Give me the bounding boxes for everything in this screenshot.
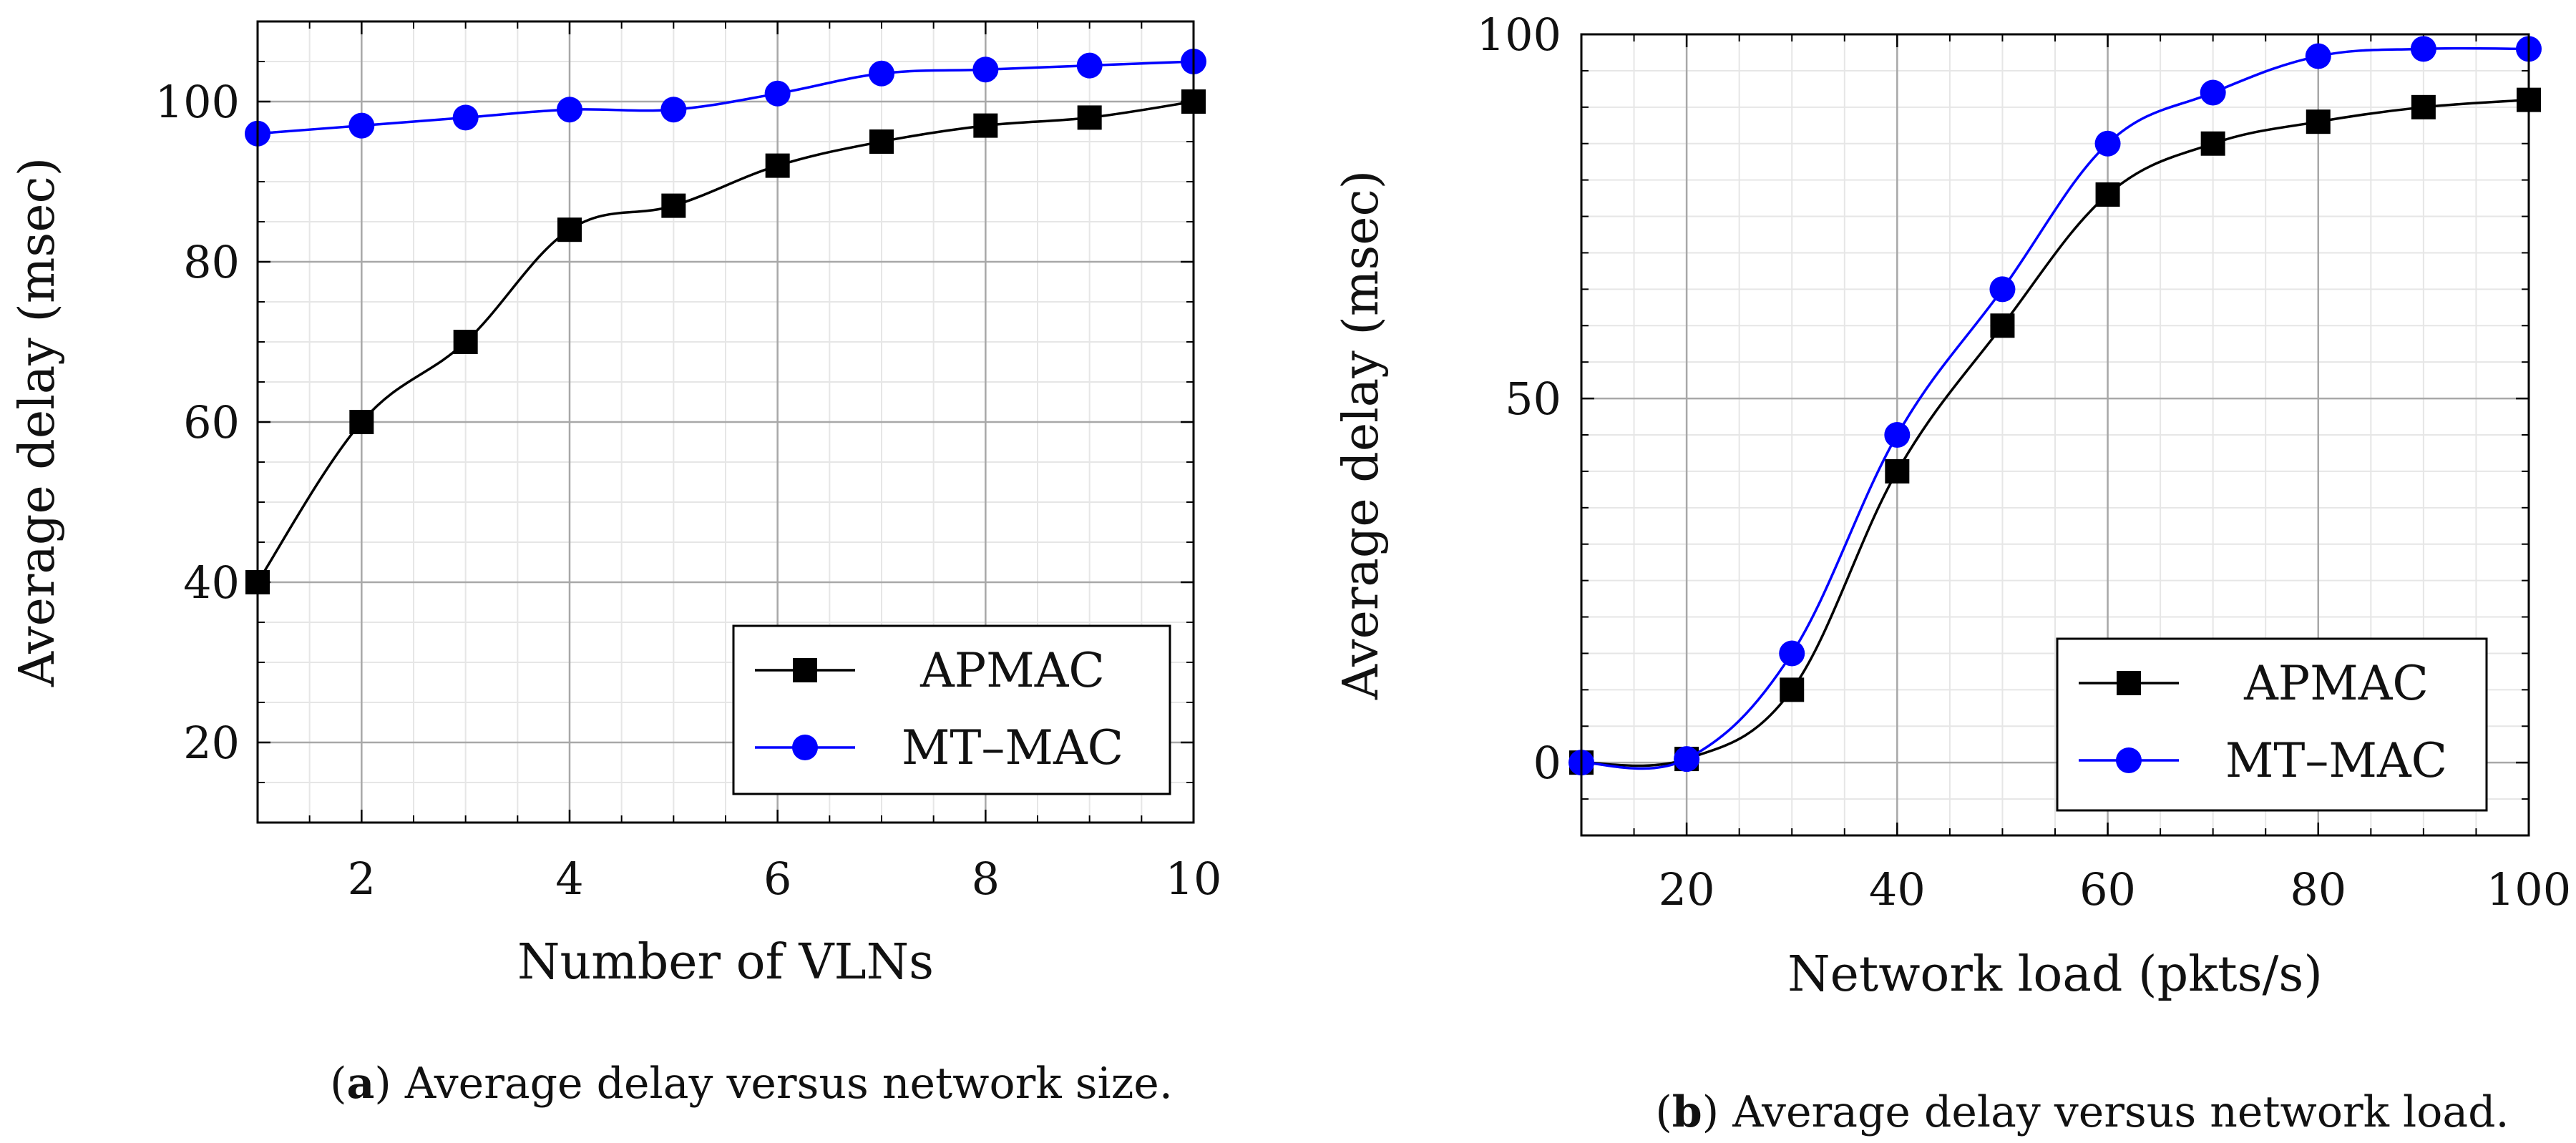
chart-a-axes-frame — [256, 20, 1195, 824]
chart-b-data-point — [1884, 422, 1911, 448]
chart-a-x-tick-label: 4 — [555, 853, 583, 905]
chart-a-data-point — [869, 60, 894, 87]
chart-a-data-point — [764, 80, 791, 107]
chart-a-series-apmac — [245, 89, 1206, 594]
chart-b-legend-entry: MT–MAC — [2079, 733, 2447, 788]
chart-a-data-point — [1076, 52, 1103, 79]
chart-a-x-tick-label: 8 — [972, 853, 1000, 905]
chart-a-y-tick-label: 100 — [155, 76, 240, 128]
chart-a-series-line — [256, 100, 1194, 583]
chart-a-data-point — [557, 97, 582, 123]
chart-b-x-tick-label: 80 — [2290, 863, 2346, 916]
chart-b-series-line — [1581, 46, 2529, 770]
chart-a-caption: (a) Average delay versus network size. — [330, 1059, 1173, 1109]
chart-a-data-point — [661, 193, 686, 218]
chart-b-legend-label: MT–MAC — [2225, 733, 2447, 788]
chart-b-legend: APMAC MT–MAC — [2056, 637, 2488, 812]
chart-b-y-tick-label: 0 — [1533, 737, 1561, 789]
chart-a-data-point — [972, 57, 999, 83]
chart-b-axes-frame — [1580, 33, 2530, 837]
chart-b-caption: (b) Average delay versus network load. — [1655, 1087, 2509, 1137]
chart-a-data-point — [973, 113, 998, 138]
chart-b-legend-box — [2056, 637, 2488, 812]
chart-b-legend-label: APMAC — [2243, 656, 2429, 711]
chart-b-x-tick-label: 20 — [1659, 863, 1715, 916]
chart-a-legend-marker — [793, 658, 817, 682]
chart-b-x-tick-label: 60 — [2079, 863, 2136, 916]
chart-a-data-point — [660, 97, 687, 123]
chart-b-y-tick-label: 100 — [1477, 9, 1561, 61]
chart-b-x-axis-label: Network load (pkts/s) — [1787, 946, 2323, 1003]
chart-b-data-point — [2200, 79, 2226, 106]
chart-b-data-point — [2095, 182, 2120, 207]
chart-a-data-point — [765, 153, 790, 178]
chart-a-data-point — [453, 330, 478, 354]
chart-b-data-point — [2200, 131, 2225, 156]
chart-b-data-point — [1780, 677, 1805, 702]
chart-a-y-tick-label: 60 — [183, 396, 240, 448]
chart-a-data-point — [869, 129, 894, 154]
chart-a-series-line — [257, 60, 1194, 135]
chart-b-data-point — [2094, 130, 2121, 157]
chart-b-legend-entry: APMAC — [2079, 656, 2429, 711]
chart-a-legend-marker — [792, 735, 818, 760]
chart-a-y-tick-label: 20 — [183, 717, 240, 769]
chart-a-x-tick-label: 10 — [1166, 853, 1222, 905]
chart-b-legend-marker — [2116, 747, 2142, 773]
chart-b-x-tick-label: 100 — [2487, 863, 2571, 916]
chart-a-series-mt-mac — [245, 49, 1206, 147]
chart-a-legend-label: MT–MAC — [902, 720, 1123, 775]
chart-b-x-tick-label: 40 — [1869, 863, 1926, 916]
chart-b-data-point — [2410, 36, 2436, 62]
chart-b-data-point — [2306, 109, 2331, 134]
chart-a-legend-entry: APMAC — [755, 643, 1105, 698]
chart-a-data-point — [1077, 105, 1102, 130]
chart-a-data-point — [349, 410, 374, 434]
chart-a-data-point — [557, 217, 582, 242]
chart-a-tick-labels: 2 4 6 8 10 20 40 60 80 100 — [155, 76, 1222, 905]
chart-a: 2 4 6 8 10 20 40 60 80 100 Number of VLNs Average d… — [9, 20, 1222, 1109]
chart-a-x-axis-label: Number of VLNs — [517, 934, 934, 991]
chart-a-legend: APMAC MT–MAC — [732, 624, 1171, 795]
chart-a-legend-box — [732, 624, 1171, 795]
chart-b-data-point — [1779, 640, 1805, 667]
chart-b-data-point — [1885, 458, 1910, 484]
chart-b-y-tick-label: 50 — [1505, 373, 1561, 425]
chart-b-data-point — [2305, 43, 2331, 69]
chart-b-data-point — [1990, 313, 2015, 338]
chart-a-data-point — [348, 112, 375, 139]
chart-a-y-tick-label: 80 — [183, 236, 240, 288]
chart-a-y-tick-label: 40 — [183, 556, 240, 609]
chart-b-tick-labels: 20 40 60 80 100 0 50 100 — [1477, 9, 2572, 916]
chart-a-y-axis-label: Average delay (msec) — [9, 157, 66, 687]
chart-a-x-tick-label: 6 — [763, 853, 791, 905]
chart-a-data-point — [452, 104, 479, 131]
chart-b-legend-marker — [2117, 671, 2141, 695]
chart-b-series-line — [1581, 98, 2529, 767]
chart-a-legend-entry: MT–MAC — [755, 720, 1123, 775]
chart-b-data-point — [1674, 746, 1700, 772]
chart-b-y-axis-label: Average delay (msec) — [1333, 170, 1390, 700]
chart-b-data-point — [2411, 94, 2436, 119]
chart-b-data-point — [1989, 276, 2016, 303]
chart-a-legend-label: APMAC — [919, 643, 1105, 698]
chart-b: 20 40 60 80 100 0 50 100 Network load (pkts/s) Av… — [1333, 9, 2571, 1137]
chart-a-x-tick-label: 2 — [348, 853, 376, 905]
